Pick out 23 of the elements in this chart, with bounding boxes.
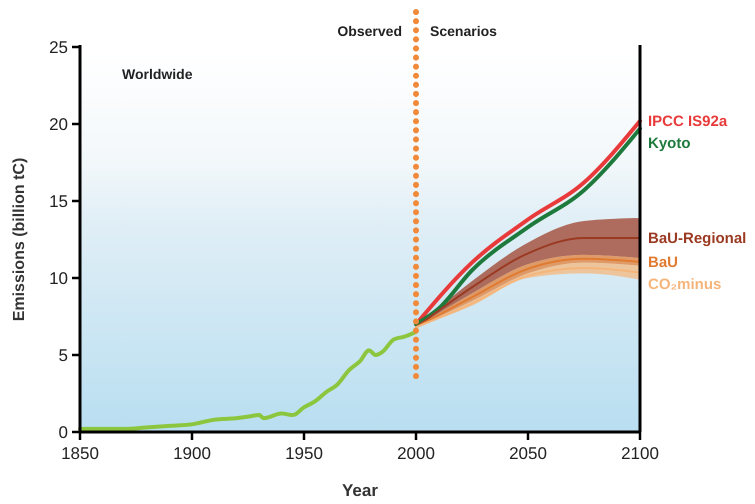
y-tick-label: 20 [49,114,68,134]
y-tick-label: 5 [58,346,68,365]
series-label: Kyoto [648,135,690,152]
x-tick-label: 1950 [285,444,323,463]
annotation: Worldwide [122,66,193,82]
x-tick-label: 2000 [397,444,435,463]
y-axis-title: Emissions (billion tC) [11,158,28,322]
text: Observed [337,23,402,39]
y-tick-label: 10 [49,268,68,288]
series-label: IPCC IS92a [648,113,728,130]
series-label: BaU-Regional [648,230,746,248]
x-tick-label: 2050 [509,444,547,463]
y-tick-label: 0 [58,422,68,442]
x-tick-label: 2100 [621,444,659,463]
text: Scenarios [430,23,498,39]
series-label: BaU [648,254,678,272]
x-axis-title: Year [342,481,378,500]
y-tick-label: 15 [49,192,68,211]
line-series [78,330,418,431]
x-tick-label: 1850 [61,444,99,463]
y-tick-label: 25 [49,38,68,57]
series-label: CO₂minus [648,276,722,294]
x-tick-label: 1900 [173,444,211,463]
